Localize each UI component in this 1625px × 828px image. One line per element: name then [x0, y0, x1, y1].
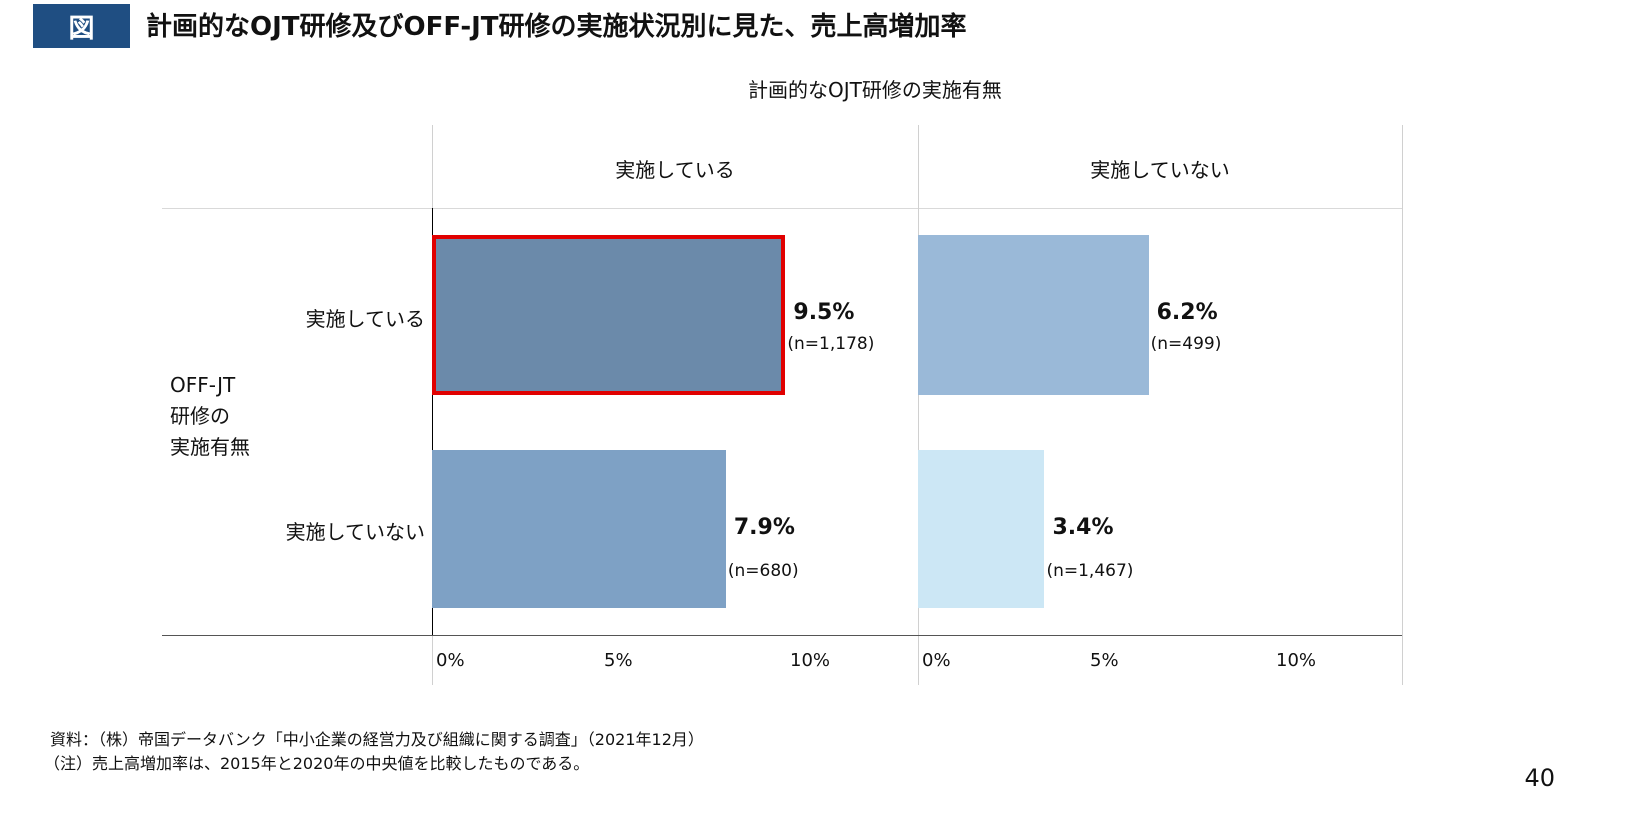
divider: [1402, 125, 1403, 685]
divider: [918, 125, 919, 685]
x-tick-label: 5%: [604, 650, 633, 671]
row-axis-title-line: 実施有無: [170, 435, 250, 459]
column-header-0: 実施している: [615, 158, 735, 182]
bar: [432, 235, 786, 395]
x-tick-label: 0%: [922, 650, 951, 671]
row-label-1: 実施していない: [285, 520, 425, 544]
x-tick-label: 10%: [1276, 650, 1317, 671]
divider: [432, 125, 433, 208]
n-label: (n=1,467): [1046, 561, 1134, 581]
n-label: (n=1,178): [787, 334, 875, 354]
figure-badge: 図: [33, 4, 130, 48]
value-label: 6.2%: [1156, 300, 1218, 325]
column-header-1: 実施していない: [1090, 158, 1230, 182]
column-axis-title: 計画的なOJT研修の実施有無: [748, 78, 1002, 102]
row-axis-title-line: 研修の: [170, 404, 230, 428]
n-label: (n=499): [1150, 334, 1222, 354]
value-label: 3.4%: [1052, 515, 1114, 540]
x-tick-label: 5%: [1090, 650, 1119, 671]
bar: [918, 450, 1045, 608]
header-divider: [162, 208, 1402, 209]
bar: [432, 450, 726, 608]
footnote: （注）売上高増加率は、2015年と2020年の中央値を比較したものである。: [44, 754, 590, 773]
n-label: (n=680): [727, 561, 799, 581]
row-axis-title-line: OFF-JT: [170, 373, 236, 397]
value-label: 9.5%: [793, 300, 855, 325]
row-label-0: 実施している: [305, 307, 425, 331]
x-tick-label: 0%: [436, 650, 465, 671]
value-label: 7.9%: [733, 515, 795, 540]
y-axis-line: [432, 208, 433, 635]
row-axis-title: OFF-JT 研修の 実施有無: [170, 370, 250, 463]
page-title: 計画的なOJT研修及びOFF-JT研修の実施状況別に見た、売上高増加率: [146, 12, 967, 42]
divider: [432, 635, 433, 685]
source-note: 資料：（株）帝国データバンク「中小企業の経営力及び組織に関する調査」（2021年…: [50, 730, 704, 749]
x-tick-label: 10%: [790, 650, 831, 671]
bar: [918, 235, 1149, 395]
x-axis-line: [162, 635, 1402, 636]
page-number: 40: [1524, 764, 1555, 792]
